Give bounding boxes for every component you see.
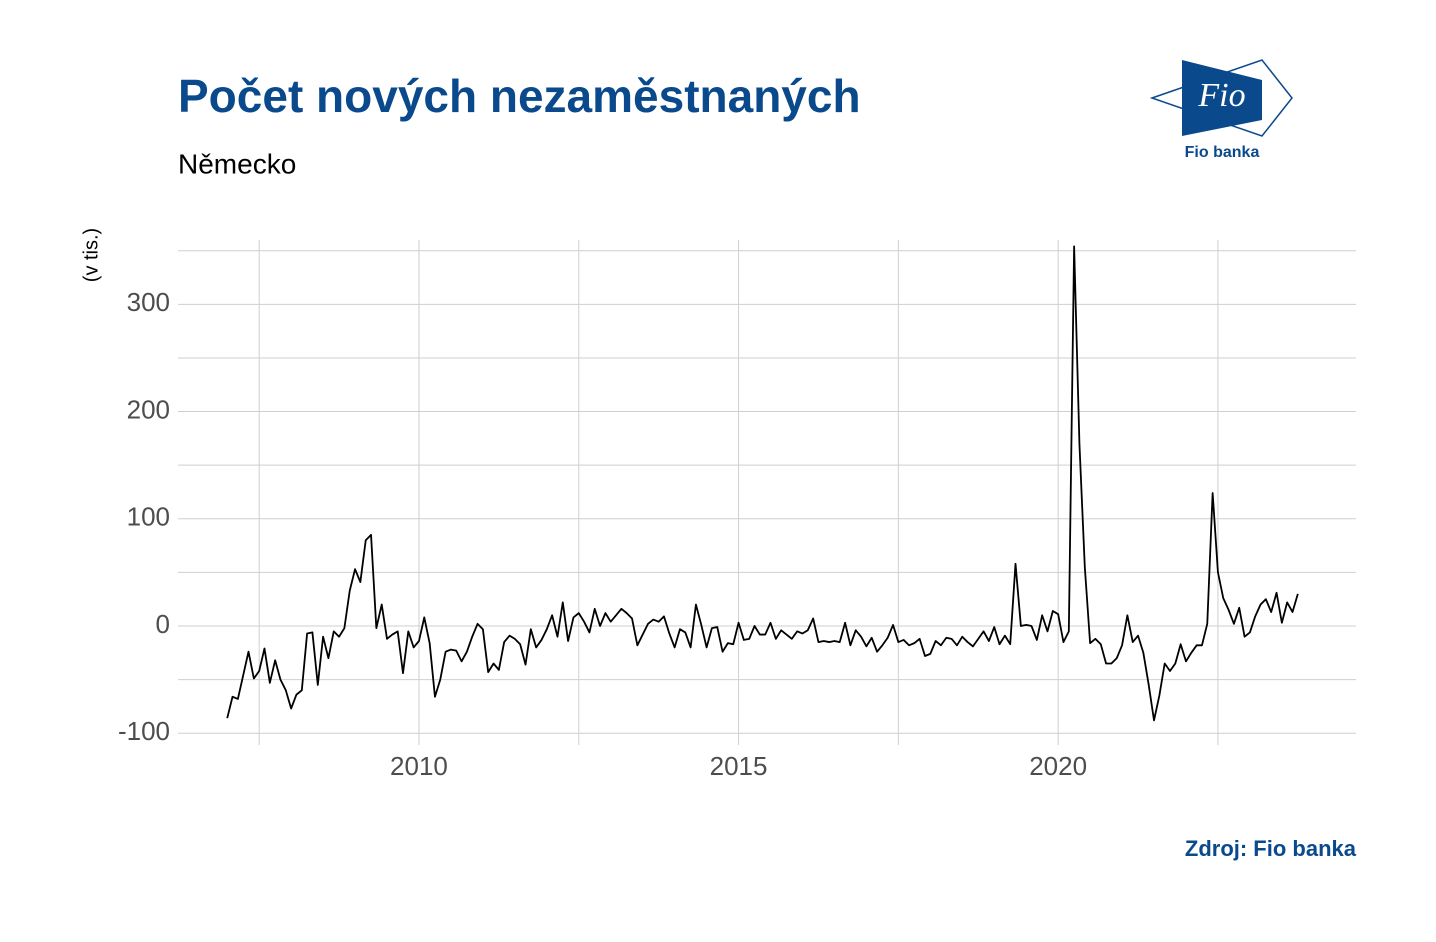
y-axis-label: (v tis.) [80, 228, 102, 282]
logo-flag [1182, 60, 1262, 136]
logo-mark: Fio [1197, 77, 1245, 114]
data-line [226, 245, 1299, 722]
chart-subtitle: Německo [178, 148, 296, 179]
x-tick-label: 2010 [390, 751, 448, 781]
chart-title: Počet nových nezaměstnaných [178, 70, 861, 122]
logo-name: Fio banka [1185, 144, 1260, 161]
y-tick-label: 0 [156, 609, 170, 639]
plot-area: -100 0 100 200 300 2010 2015 2020 [118, 240, 1356, 781]
y-tick-label: -100 [118, 716, 170, 746]
x-tick-label: 2020 [1029, 751, 1087, 781]
source: Zdroj: Fio banka [1185, 836, 1357, 861]
y-tick-label: 100 [127, 502, 170, 532]
y-tick-label: 300 [127, 287, 170, 317]
x-tick-label: 2015 [710, 751, 768, 781]
logo: Fio Fio banka [1149, 59, 1293, 161]
y-tick-label: 200 [127, 394, 170, 424]
